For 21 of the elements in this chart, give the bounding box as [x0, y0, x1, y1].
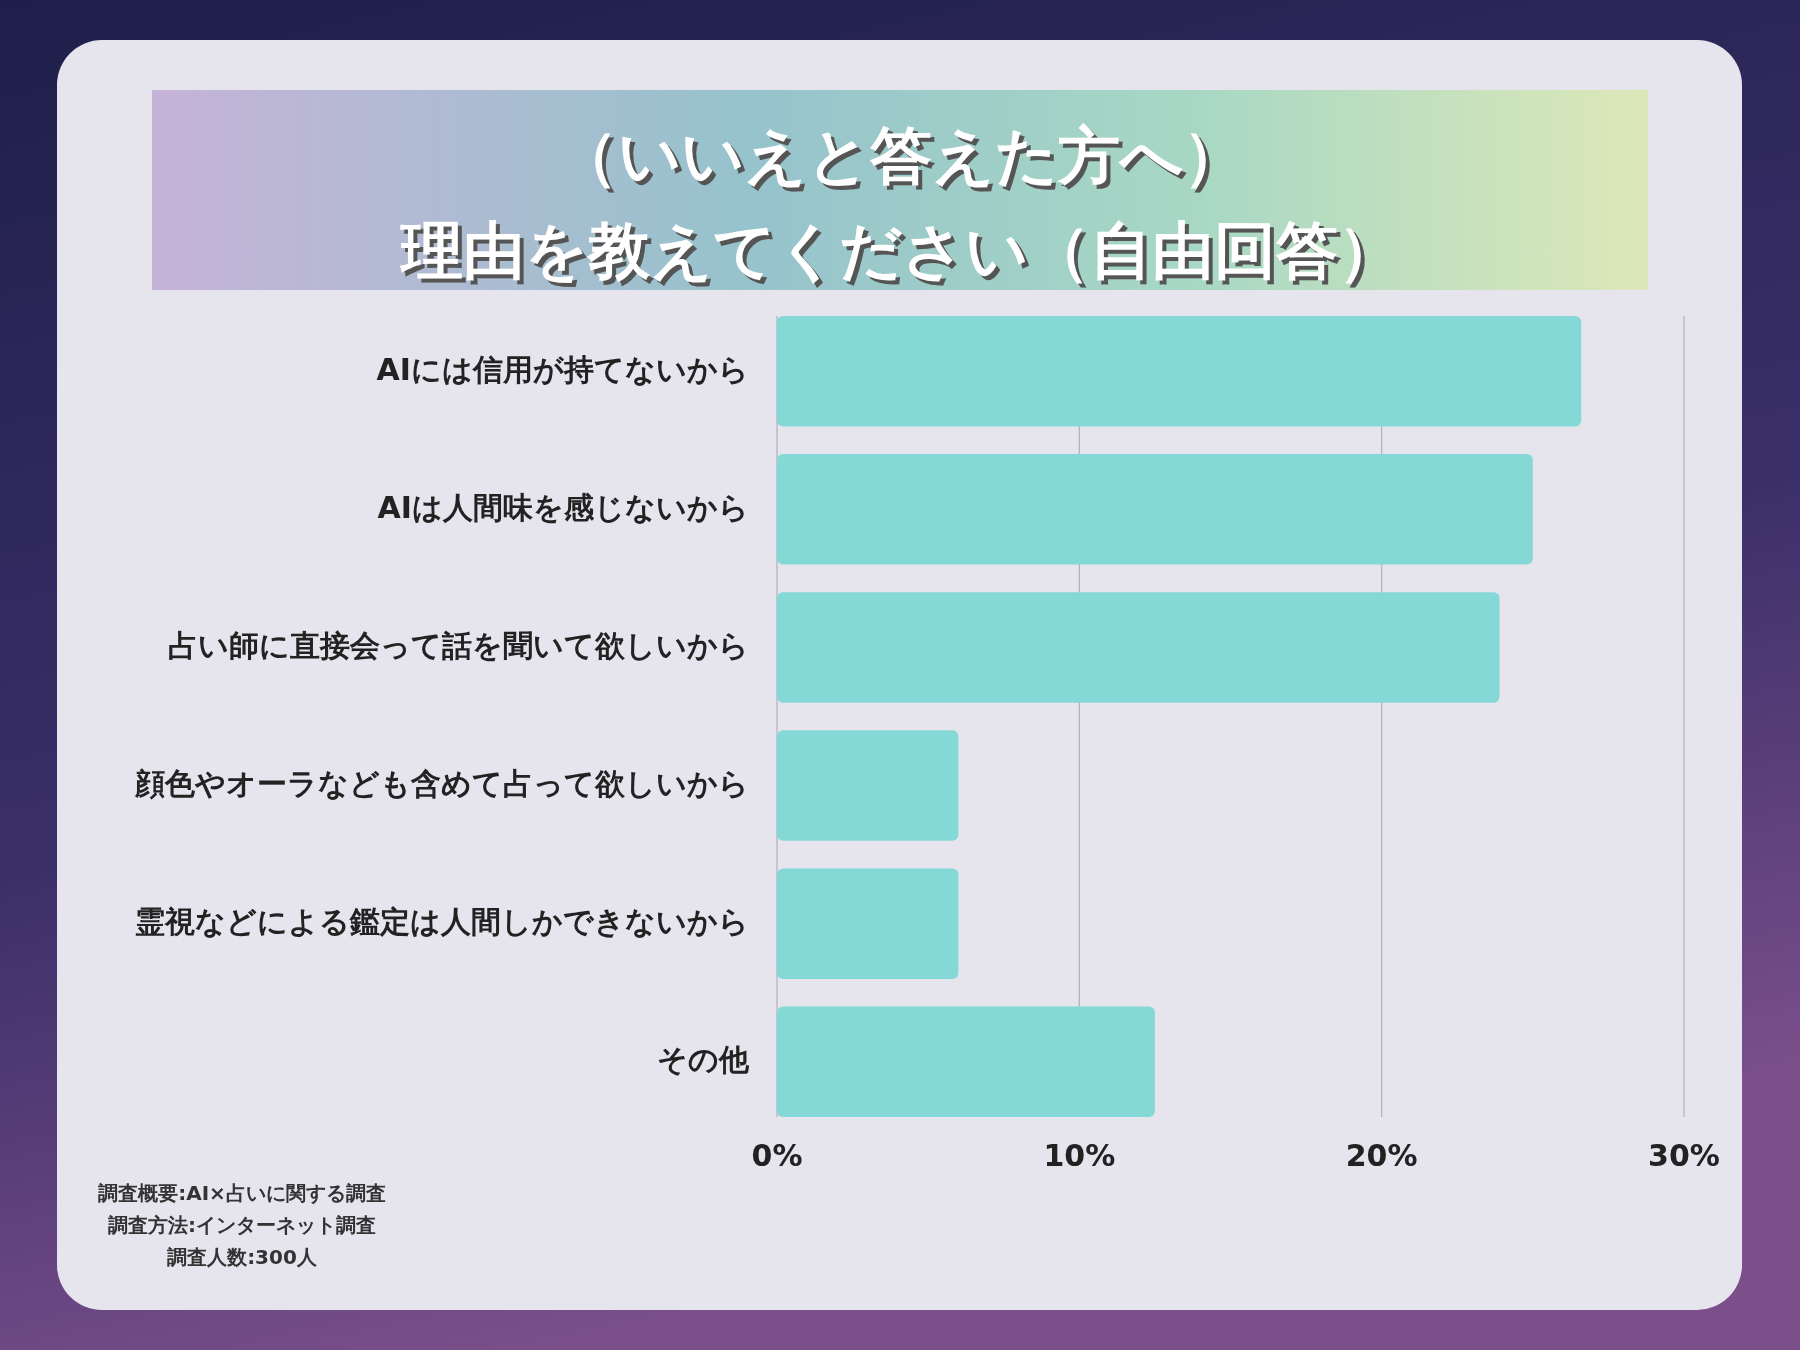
x-tick-label: 0% — [751, 1137, 803, 1173]
chart-title: （いいえと答えた方へ） — [555, 119, 1245, 193]
bar — [777, 592, 1500, 703]
y-tick-label: 霊視などによる鑑定は人間しかできないから — [135, 904, 749, 940]
text: 調査方法:インターネット調査 — [108, 1212, 376, 1237]
y-tick-label: 顔色やオーラなども含めて占って欲しいから — [134, 766, 749, 802]
y-tick-label: AIは人間味を感じないから — [377, 489, 749, 525]
text: 調査人数:300人 — [167, 1244, 318, 1269]
bar — [777, 730, 959, 841]
chart-subtitle: 理由を教えてください（自由回答） — [398, 214, 1400, 288]
y-tick-label: AIには信用が持てないから — [376, 351, 749, 387]
bar — [777, 868, 959, 979]
bar — [777, 1006, 1155, 1117]
text: 調査概要:AI×占いに関する調査 — [98, 1180, 386, 1205]
y-tick-label: その他 — [657, 1042, 750, 1078]
bar — [777, 454, 1533, 565]
x-tick-label: 10% — [1043, 1137, 1116, 1173]
bar — [777, 316, 1582, 427]
x-tick-label: 30% — [1648, 1137, 1720, 1173]
x-tick-label: 20% — [1345, 1137, 1418, 1173]
y-tick-label: 占い師に直接会って話を聞いて欲しいから — [168, 627, 749, 663]
